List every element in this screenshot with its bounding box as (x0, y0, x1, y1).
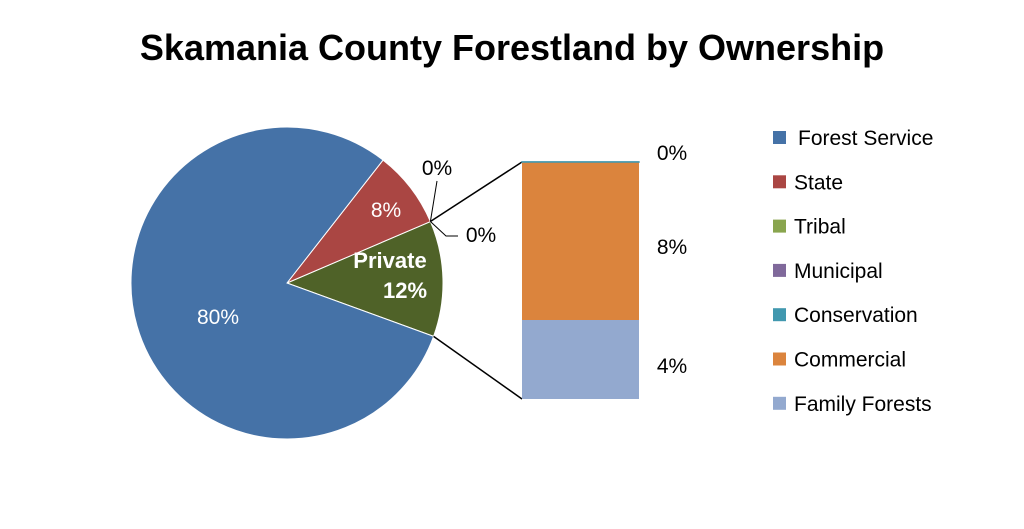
legend-entry-state: State (773, 171, 843, 194)
data-label-forest-service: 80% (197, 306, 239, 329)
legend-swatch-conservation (773, 308, 786, 322)
secondary-stacked-bar (521, 161, 640, 399)
legend-entry-forest-service: Forest Service (773, 127, 933, 150)
data-label-commercial: 8% (657, 236, 687, 259)
data-labels: 80% 8% 0% 0% Private 12% 0% 8% 4% (197, 142, 687, 378)
legend-label-municipal: Municipal (794, 260, 883, 283)
legend-label-state: State (794, 171, 843, 194)
legend-label-forest-service: Forest Service (798, 127, 933, 150)
legend-swatch-state (773, 175, 786, 189)
legend: Forest Service State Tribal Municipal Conser… (773, 127, 933, 416)
legend-entry-family-forests: Family Forests (773, 393, 932, 416)
leader-line-municipal (430, 221, 458, 237)
legend-label-commercial: Commercial (794, 349, 906, 372)
leader-line-tribal (429, 180, 438, 222)
legend-label-tribal: Tribal (794, 216, 846, 239)
chart-title: Skamania County Forestland by Ownership (140, 27, 884, 68)
legend-entry-commercial: Commercial (773, 349, 906, 372)
data-label-family-forests: 4% (657, 355, 687, 378)
data-label-private-value: 12% (383, 278, 427, 303)
main-pie (130, 126, 444, 440)
legend-swatch-commercial (773, 352, 786, 366)
connector-line-top (429, 161, 523, 223)
legend-swatch-tribal (773, 219, 786, 233)
legend-swatch-family-forests (773, 396, 786, 410)
connector-line-bottom (433, 335, 523, 400)
data-label-conservation: 0% (657, 142, 687, 165)
legend-label-conservation: Conservation (794, 304, 918, 327)
pie-slice-private (285, 220, 444, 338)
legend-swatch-forest-service (773, 131, 786, 144)
legend-swatch-municipal (773, 263, 786, 277)
bar-segment-commercial (522, 162, 639, 320)
legend-label-family-forests: Family Forests (794, 393, 932, 416)
legend-entry-conservation: Conservation (773, 304, 918, 327)
pie-connector-lines (429, 161, 523, 400)
pie-slice-forest-service (130, 126, 435, 440)
legend-entry-municipal: Municipal (773, 260, 883, 283)
data-label-private-name: Private (353, 248, 426, 273)
data-label-municipal: 0% (466, 224, 496, 247)
bar-segment-family-forests (522, 320, 639, 399)
legend-entry-tribal: Tribal (773, 216, 846, 239)
data-label-tribal: 0% (422, 157, 452, 180)
data-label-state: 8% (371, 199, 401, 222)
